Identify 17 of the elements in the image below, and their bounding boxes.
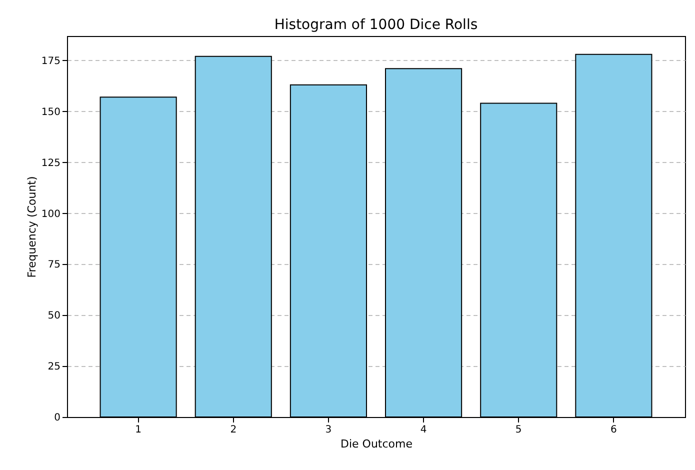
y-tick-label: 100 — [41, 208, 60, 220]
x-tick-label: 6 — [610, 424, 617, 436]
y-tick-label: 75 — [48, 260, 60, 271]
x-tick-label: 3 — [325, 424, 332, 436]
y-axis-title: Frequency (Count) — [25, 176, 38, 278]
y-tick-label: 50 — [48, 310, 60, 322]
x-tick-label: 1 — [135, 424, 142, 436]
chart-title: Histogram of 1000 Dice Rolls — [274, 17, 478, 33]
y-tick-label: 0 — [54, 412, 60, 424]
x-tick-label: 5 — [515, 424, 522, 436]
y-tick-label: 125 — [41, 158, 60, 169]
x-tick-label: 2 — [230, 424, 237, 436]
y-tick-label: 175 — [41, 56, 60, 67]
y-tick-label: 25 — [48, 362, 60, 373]
y-tick-label: 150 — [41, 106, 60, 118]
x-axis-title: Die Outcome — [340, 438, 413, 450]
x-tick-label: 4 — [420, 424, 427, 436]
